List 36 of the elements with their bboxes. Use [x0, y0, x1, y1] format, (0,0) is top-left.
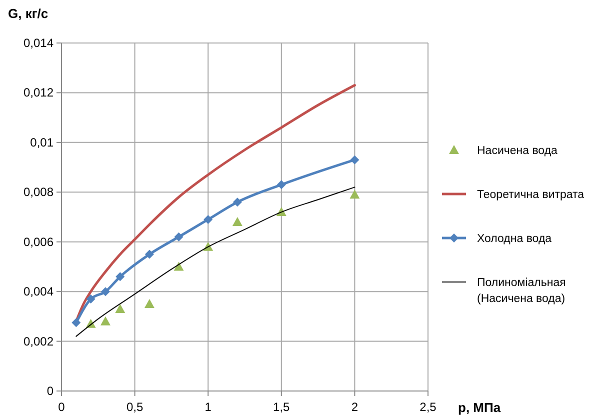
point [144, 299, 154, 308]
point [144, 250, 154, 259]
point [116, 272, 125, 282]
legend-label: Теоретична витрата [477, 189, 585, 201]
point [276, 180, 286, 190]
x-tick-label: 2 [351, 400, 358, 414]
point [115, 304, 126, 313]
y-tick-label: 0,008 [23, 185, 54, 200]
point [100, 287, 110, 296]
x-tick-label: 0,5 [126, 400, 144, 414]
x-tick-label: 0 [58, 400, 66, 414]
y-tick-label: 0 [46, 384, 54, 398]
x-tick-label: 1,5 [273, 400, 290, 414]
legend-label: Холодна вода [477, 233, 552, 245]
point [232, 216, 242, 226]
point [86, 294, 96, 304]
y-tick-label: 0,012 [23, 86, 54, 100]
x-tick-label: 1 [204, 400, 212, 414]
legend-label: Насичена вода [477, 145, 558, 157]
y-axis-title: G, кг/с [8, 6, 48, 21]
y-tick-label: 0,006 [23, 234, 54, 249]
point [350, 190, 360, 199]
y-tick-label: 0,002 [23, 334, 54, 348]
line-series [76, 186, 356, 337]
y-tick-label: 0,004 [23, 284, 54, 299]
point [232, 198, 242, 207]
x-tick-label: 2,5 [420, 400, 437, 414]
y-tick-label: 0,01 [30, 135, 54, 150]
point [350, 155, 360, 164]
point [204, 214, 213, 224]
point [174, 232, 184, 242]
legend-label: Полиноміальная (Насичена вода) [477, 277, 566, 305]
point [100, 316, 110, 326]
point [72, 318, 81, 328]
x-axis-title: p, МПа [458, 400, 502, 415]
y-tick-label: 0,014 [23, 36, 54, 50]
